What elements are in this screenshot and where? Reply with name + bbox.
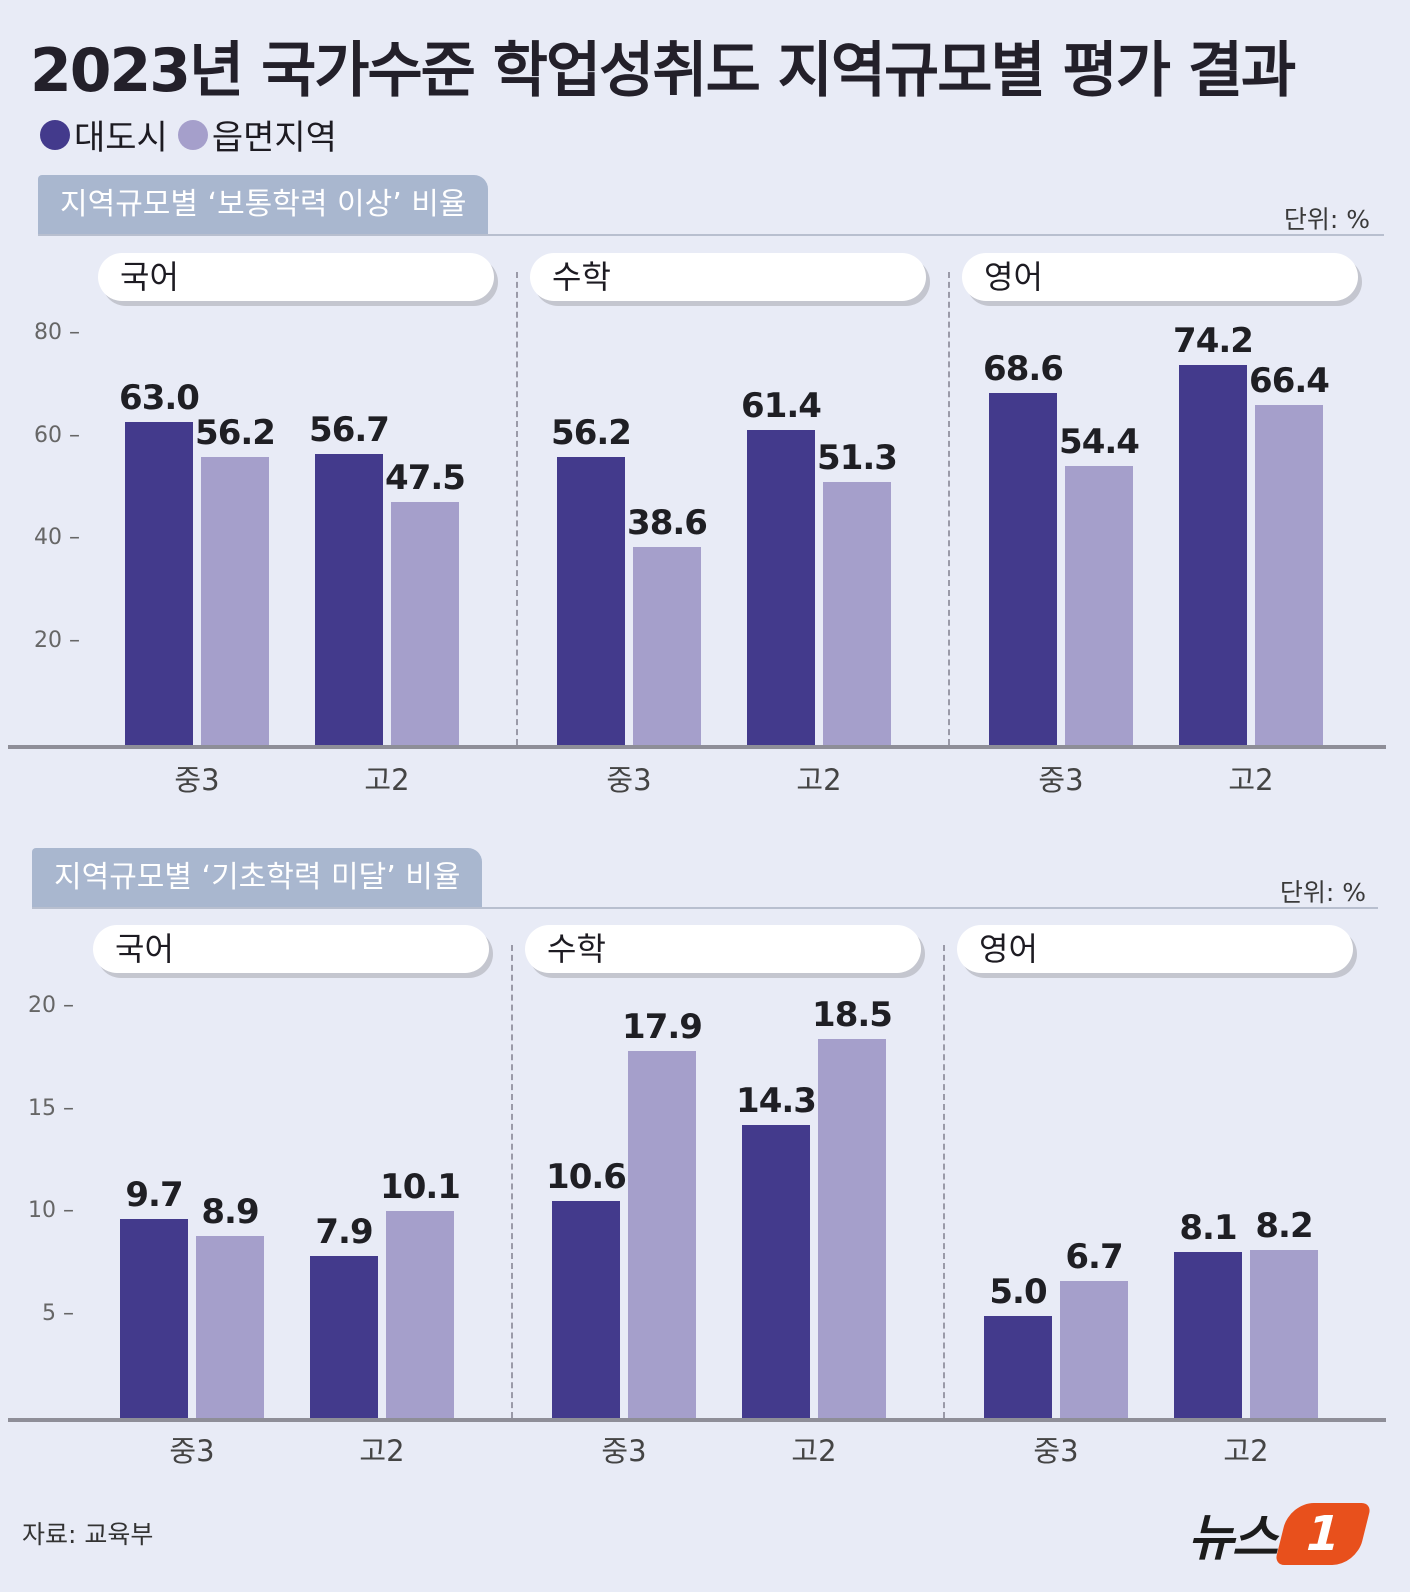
data-label-english-big-city-below-basic: 5.0	[989, 1271, 1047, 1312]
bar-english-rural-proficient	[1065, 466, 1133, 745]
section-title-proficient: 지역규모별 ‘보통학력 이상’ 비율	[38, 175, 489, 235]
bar-math-big-city-below-basic	[552, 1200, 620, 1418]
category-label-below-basic: 중3	[169, 1434, 215, 1468]
source-note: 자료: 교육부	[22, 1520, 154, 1549]
data-label-english-rural-below-basic: 6.7	[1065, 1236, 1123, 1277]
category-label-below-basic: 중3	[601, 1434, 647, 1468]
x-axis-baseline-below-basic	[8, 1418, 1386, 1422]
legend-item-rural: 읍면지역	[177, 110, 337, 159]
legend-item-big-city: 대도시	[40, 110, 168, 159]
category-label-below-basic: 고2	[1223, 1434, 1269, 1468]
legend-swatch-big-city	[40, 119, 70, 150]
data-label-korean-big-city-below-basic: 7.9	[315, 1212, 373, 1253]
logo-text: 뉴스	[1188, 1509, 1278, 1567]
unit-label-proficient: 단위: %	[1283, 205, 1370, 234]
data-label-math-rural-proficient: 38.6	[627, 503, 708, 544]
legend-swatch-rural	[177, 119, 208, 150]
data-label-english-big-city-below-basic: 8.1	[1179, 1207, 1237, 1248]
x-axis-baseline-proficient	[8, 745, 1386, 749]
legend: 대도시 읍면지역	[40, 110, 347, 159]
category-label-proficient: 중3	[606, 763, 652, 797]
subject-panel-korean-below-basic: 국어	[93, 925, 489, 973]
data-label-korean-rural-below-basic: 8.9	[201, 1191, 259, 1232]
bar-math-rural-proficient	[633, 547, 701, 745]
bar-math-rural-below-basic	[628, 1051, 696, 1418]
section-title-below-basic: 지역규모별 ‘기초학력 미달’ 비율	[32, 848, 483, 908]
bar-english-rural-proficient	[1255, 404, 1323, 745]
data-label-math-rural-below-basic: 18.5	[812, 994, 893, 1035]
category-label-below-basic: 고2	[359, 1434, 405, 1468]
category-label-proficient: 중3	[1038, 763, 1084, 797]
bar-english-rural-below-basic	[1250, 1249, 1318, 1418]
bar-korean-rural-proficient	[201, 456, 269, 745]
bar-math-big-city-below-basic	[742, 1124, 810, 1418]
y-tick-label-proficient: 60 –	[34, 422, 80, 448]
bar-math-rural-below-basic	[818, 1038, 886, 1418]
data-label-english-rural-proficient: 66.4	[1249, 360, 1330, 401]
bar-math-rural-proficient	[823, 482, 891, 745]
bar-korean-big-city-below-basic	[120, 1219, 188, 1418]
bar-korean-rural-below-basic	[386, 1210, 454, 1418]
panel-divider-proficient	[516, 272, 518, 745]
bar-english-rural-below-basic	[1060, 1280, 1128, 1418]
section-rule-proficient	[38, 234, 1384, 236]
unit-label-below-basic: 단위: %	[1279, 878, 1366, 907]
subject-panel-english-proficient: 영어	[962, 253, 1358, 301]
y-tick-label-below-basic: 5 –	[42, 1300, 74, 1326]
panel-divider-below-basic	[943, 945, 945, 1418]
data-label-english-rural-proficient: 54.4	[1059, 422, 1140, 463]
panel-divider-proficient	[948, 272, 950, 745]
category-label-proficient: 고2	[364, 763, 410, 797]
bar-english-big-city-below-basic	[984, 1315, 1052, 1418]
data-label-english-big-city-proficient: 68.6	[983, 349, 1064, 390]
category-label-proficient: 고2	[796, 763, 842, 797]
subject-panel-math-proficient: 수학	[530, 253, 926, 301]
data-label-english-big-city-proficient: 74.2	[1173, 320, 1254, 361]
news1-logo: 뉴스 1	[1188, 1498, 1372, 1570]
data-label-korean-rural-proficient: 47.5	[385, 457, 466, 498]
category-label-proficient: 중3	[174, 763, 220, 797]
data-label-korean-big-city-below-basic: 9.7	[125, 1175, 183, 1216]
data-label-korean-rural-below-basic: 10.1	[380, 1166, 461, 1207]
bar-math-big-city-proficient	[747, 430, 815, 745]
data-label-korean-big-city-proficient: 56.7	[309, 410, 390, 451]
page-title: 2023년 국가수준 학업성취도 지역규모별 평가 결과	[30, 36, 1296, 106]
section-rule-below-basic	[32, 907, 1378, 909]
bar-english-big-city-proficient	[989, 393, 1057, 745]
data-label-math-rural-proficient: 51.3	[817, 438, 898, 479]
bar-english-big-city-below-basic	[1174, 1251, 1242, 1418]
data-label-math-rural-below-basic: 17.9	[622, 1007, 703, 1048]
data-label-math-big-city-below-basic: 10.6	[546, 1156, 627, 1197]
bar-english-big-city-proficient	[1179, 364, 1247, 745]
subject-panel-english-below-basic: 영어	[957, 925, 1353, 973]
y-tick-label-below-basic: 15 –	[28, 1095, 74, 1121]
legend-label-big-city: 대도시	[74, 118, 168, 158]
subject-panel-math-below-basic: 수학	[525, 925, 921, 973]
data-label-korean-rural-proficient: 56.2	[195, 412, 276, 453]
data-label-english-rural-below-basic: 8.2	[1255, 1205, 1313, 1246]
data-label-math-big-city-proficient: 61.4	[741, 386, 822, 427]
category-label-proficient: 고2	[1228, 763, 1274, 797]
data-label-korean-big-city-proficient: 63.0	[119, 378, 200, 419]
bar-korean-rural-below-basic	[196, 1235, 264, 1418]
y-tick-label-proficient: 20 –	[34, 627, 80, 653]
data-label-math-big-city-below-basic: 14.3	[736, 1080, 817, 1121]
subject-panel-korean-proficient: 국어	[98, 253, 494, 301]
y-tick-label-below-basic: 20 –	[28, 993, 74, 1018]
legend-label-rural: 읍면지역	[211, 118, 337, 158]
category-label-below-basic: 중3	[1033, 1434, 1079, 1468]
data-label-math-big-city-proficient: 56.2	[551, 412, 632, 453]
bar-korean-big-city-proficient	[315, 454, 383, 745]
bar-korean-big-city-proficient	[125, 422, 193, 745]
bar-math-big-city-proficient	[557, 456, 625, 745]
y-tick-label-proficient: 80 –	[34, 320, 80, 345]
panel-divider-below-basic	[511, 945, 513, 1418]
logo-mark-icon: 1	[1274, 1503, 1372, 1565]
y-tick-label-proficient: 40 –	[34, 525, 80, 550]
bar-korean-rural-proficient	[391, 501, 459, 745]
category-label-below-basic: 고2	[791, 1434, 837, 1468]
bar-korean-big-city-below-basic	[310, 1256, 378, 1418]
y-tick-label-below-basic: 10 –	[28, 1198, 74, 1223]
